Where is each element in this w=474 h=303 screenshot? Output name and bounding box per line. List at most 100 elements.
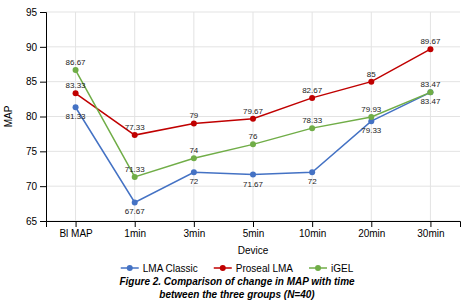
tick-label: 3min xyxy=(184,228,206,239)
point xyxy=(250,116,256,122)
x-tick: Bl MAP xyxy=(59,221,93,239)
tick-mark xyxy=(312,221,313,227)
tick-mark xyxy=(40,12,46,13)
data-label: 79 xyxy=(189,111,198,120)
x-tick: 5min xyxy=(243,221,265,239)
grid-line xyxy=(134,12,135,221)
legend: LMA Classic Proseal LMA iGEL xyxy=(121,263,354,274)
axis-domain xyxy=(40,13,47,222)
point xyxy=(427,89,433,95)
tick-mark xyxy=(76,221,77,227)
data-label: 82.67 xyxy=(302,86,323,95)
x-tick: 20min xyxy=(358,221,385,239)
legend-label: LMA Classic xyxy=(143,263,198,274)
legend-item: Proseal LMA xyxy=(214,263,294,274)
tick-mark xyxy=(430,221,431,227)
tick-label: 70 xyxy=(26,181,38,192)
x-tick: 3min xyxy=(184,221,206,239)
point xyxy=(309,125,315,131)
tick-label: Bl MAP xyxy=(59,228,93,239)
tick-label: 75 xyxy=(26,146,38,157)
x-tick: 30min xyxy=(417,221,444,239)
tick-mark xyxy=(40,221,46,222)
series xyxy=(73,67,434,180)
legend-marker xyxy=(315,265,321,271)
data-label: 83.33 xyxy=(66,81,87,90)
x-tick: 10min xyxy=(299,221,326,239)
data-label: 81.33 xyxy=(66,112,87,121)
data-label: 78.33 xyxy=(302,116,323,125)
y-tick: 90 xyxy=(26,42,46,53)
point xyxy=(250,172,256,178)
tick-mark xyxy=(40,151,46,152)
x-axis-title: Device xyxy=(238,245,269,256)
point xyxy=(73,90,79,96)
x-tick: 1min xyxy=(124,221,146,239)
line xyxy=(76,92,431,202)
y-tick: 75 xyxy=(26,146,46,157)
point xyxy=(73,67,79,73)
point xyxy=(427,46,433,52)
tick-label: 30min xyxy=(417,228,444,239)
tick-label: 95 xyxy=(26,7,38,18)
point xyxy=(309,169,315,175)
y-tick: 70 xyxy=(26,181,46,192)
data-label: 79.67 xyxy=(243,107,264,116)
tick-mark xyxy=(40,47,46,48)
point xyxy=(191,169,197,175)
title: Figure 2. Comparison of change in MAP wi… xyxy=(119,276,355,287)
data-label: 71.67 xyxy=(243,180,264,189)
legend-marker xyxy=(220,265,226,271)
line xyxy=(76,49,431,135)
tick-mark xyxy=(40,82,46,83)
tick-mark xyxy=(135,221,136,227)
data-label: 72 xyxy=(308,177,317,186)
point xyxy=(132,199,138,205)
legend-label: Proseal LMA xyxy=(236,263,294,274)
data-label: 85 xyxy=(367,70,376,79)
point xyxy=(132,174,138,180)
series xyxy=(73,46,434,138)
data-label: 89.67 xyxy=(420,37,441,46)
y-tick: 65 xyxy=(26,216,46,227)
tick-label: 65 xyxy=(26,216,38,227)
point xyxy=(309,95,315,101)
axis-domain xyxy=(47,222,461,228)
tick-mark xyxy=(194,221,195,227)
tick-label: 80 xyxy=(26,111,38,122)
legend-item: iGEL xyxy=(309,263,354,274)
tick-label: 90 xyxy=(26,42,38,53)
y-axis: 65 70 75 80 85 90 95 xyxy=(26,7,47,227)
data-label: 79.33 xyxy=(361,126,382,135)
point xyxy=(191,120,197,126)
point xyxy=(191,155,197,161)
legend-marker xyxy=(127,265,133,271)
data-labels: 81.3383.3386.6767.6771.3377.3372747971.6… xyxy=(66,37,441,216)
y-tick: 80 xyxy=(26,111,46,122)
data-label: 72 xyxy=(189,177,198,186)
point xyxy=(132,132,138,138)
data-label: 86.67 xyxy=(66,58,87,67)
point xyxy=(368,114,374,120)
tick-label: 85 xyxy=(26,76,38,87)
tick-label: 5min xyxy=(243,228,265,239)
data-label: 79.93 xyxy=(361,105,382,114)
point xyxy=(73,104,79,110)
tick-mark xyxy=(253,221,254,227)
tick-mark xyxy=(40,186,46,187)
x-axis: Bl MAP 1min 3min 5min 10min 20min 30min xyxy=(47,221,461,239)
series xyxy=(73,89,434,205)
data-label: 77.33 xyxy=(125,123,146,132)
point xyxy=(427,89,433,95)
data-label: 71.33 xyxy=(125,165,146,174)
subtitle: between the three groups (N=40) xyxy=(159,289,315,300)
grid xyxy=(46,12,460,221)
tick-mark xyxy=(40,117,46,118)
tick-label: 1min xyxy=(124,228,146,239)
y-tick: 85 xyxy=(26,76,46,87)
point xyxy=(368,79,374,85)
data-label: 74 xyxy=(189,146,198,155)
data-label: 76 xyxy=(249,132,258,141)
plot: Bl MAP 1min 3min 5min 10min 20min 30min 65 70 75 8… xyxy=(26,7,461,239)
y-axis-title: MAP xyxy=(3,105,14,127)
